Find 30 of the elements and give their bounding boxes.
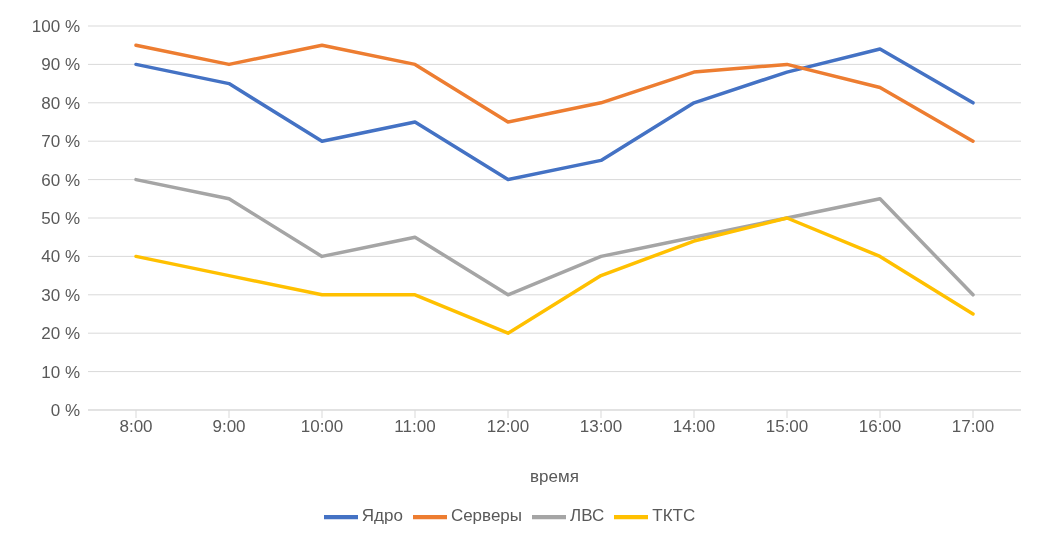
x-tick-label: 12:00 xyxy=(486,417,530,437)
y-tick-label: 30 % xyxy=(41,285,80,305)
y-tick-label: 100 % xyxy=(31,17,80,37)
x-tick-label: 16:00 xyxy=(858,417,902,437)
y-tick-label: 60 % xyxy=(41,170,80,190)
x-tick-label: 13:00 xyxy=(579,417,623,437)
x-tick-label: 9:00 xyxy=(212,417,246,437)
y-tick-label: 10 % xyxy=(41,362,80,382)
x-tick-label: 17:00 xyxy=(951,417,995,437)
line-series xyxy=(134,216,975,335)
y-tick-label: 90 % xyxy=(41,55,80,75)
x-axis-title: время xyxy=(530,467,579,486)
y-tick-label: 0 % xyxy=(50,401,80,421)
x-tick-label: 15:00 xyxy=(765,417,809,437)
y-tick-label: 50 % xyxy=(41,209,80,229)
line-series xyxy=(134,177,975,297)
line-series xyxy=(134,43,975,143)
x-tick-label: 11:00 xyxy=(394,417,436,437)
y-tick-label: 80 % xyxy=(41,93,80,113)
legend-label: Серверы xyxy=(450,506,523,526)
y-tick-label: 40 % xyxy=(41,247,80,267)
y-tick-label: 70 % xyxy=(41,132,80,152)
x-tick-label: 10:00 xyxy=(300,417,344,437)
legend-label: ТКТС xyxy=(652,506,696,526)
legend-label: ЛВС xyxy=(570,506,605,526)
legend-label: Ядро xyxy=(361,506,403,526)
line-series xyxy=(134,47,975,182)
y-tick-label: 20 % xyxy=(41,324,80,344)
x-tick-label: 8:00 xyxy=(119,417,153,437)
x-tick-label: 14:00 xyxy=(672,417,716,437)
